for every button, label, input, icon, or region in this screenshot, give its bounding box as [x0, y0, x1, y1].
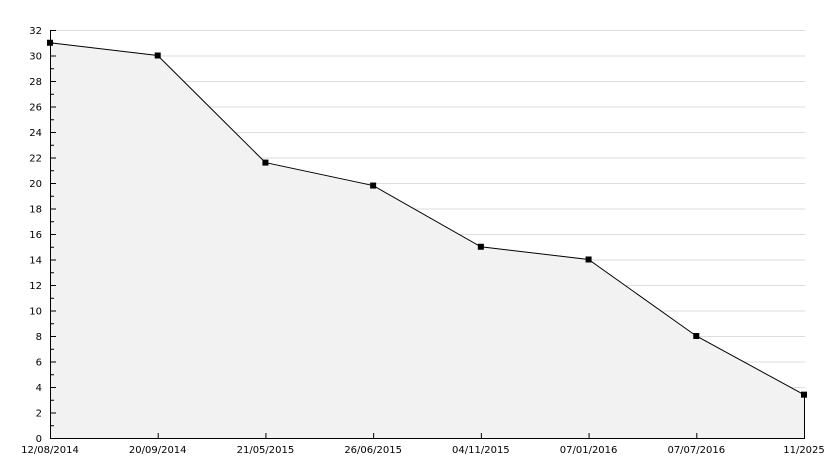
data-point [154, 52, 161, 59]
data-point [693, 333, 700, 339]
y-tick-label: 18 [29, 205, 42, 216]
y-tick-label: 20 [29, 179, 42, 190]
y-tick-label: 30 [29, 52, 42, 63]
x-tick-label: 12/08/2014 [21, 445, 79, 456]
y-tick-label: 22 [29, 154, 42, 165]
y-tick-label: 2 [36, 409, 42, 420]
data-point [477, 243, 484, 250]
series-line [49, 42, 805, 396]
y-tick-label: 16 [29, 230, 42, 241]
data-point [262, 159, 269, 166]
x-tick-label: 11/2025 [783, 445, 825, 456]
y-tick-label: 24 [29, 128, 42, 139]
x-tick-label: 07/07/2016 [667, 445, 725, 456]
y-tick-label: 6 [36, 358, 42, 369]
y-tick-label: 32 [29, 26, 42, 37]
y-tick-label: 28 [29, 77, 42, 88]
x-tick-label: 21/05/2015 [237, 445, 295, 456]
y-tick-label: 26 [29, 103, 42, 114]
data-point [370, 182, 377, 189]
x-tick-label: 07/01/2016 [560, 445, 618, 456]
area-fill [50, 42, 804, 438]
data-point [47, 39, 53, 46]
y-tick-label: 10 [29, 307, 42, 318]
y-tick-label: 8 [36, 332, 42, 343]
x-tick-label: 26/06/2015 [344, 445, 402, 456]
y-tick-label: 4 [36, 383, 42, 394]
data-point [801, 391, 807, 398]
x-tick-label: 20/09/2014 [129, 445, 187, 456]
y-tick-label: 14 [29, 256, 42, 267]
y-tick-label: 12 [29, 281, 42, 292]
data-point [585, 256, 592, 263]
x-tick-label: 04/11/2015 [452, 445, 510, 456]
y-tick-label: 0 [36, 434, 42, 445]
